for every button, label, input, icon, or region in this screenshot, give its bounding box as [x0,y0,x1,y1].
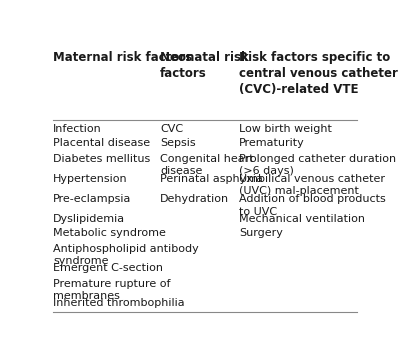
Text: Dyslipidemia: Dyslipidemia [53,214,125,224]
Text: CVC: CVC [160,124,183,133]
Text: Surgery: Surgery [239,228,283,239]
Text: Placental disease: Placental disease [53,138,150,148]
Text: Perinatal asphyxia: Perinatal asphyxia [160,174,263,184]
Text: Low birth weight: Low birth weight [239,124,332,133]
Text: Risk factors specific to
central venous catheter
(CVC)-related VTE: Risk factors specific to central venous … [239,51,398,96]
Text: Metabolic syndrome: Metabolic syndrome [53,228,166,239]
Text: Umbilical venous catheter
(UVC) mal-placement: Umbilical venous catheter (UVC) mal-plac… [239,174,385,196]
Text: Mechanical ventilation: Mechanical ventilation [239,214,365,224]
Text: Infection: Infection [53,124,102,133]
Text: Neonatal risk
factors: Neonatal risk factors [160,51,249,80]
Text: Emergent C-section: Emergent C-section [53,263,163,273]
Text: Prematurity: Prematurity [239,138,305,148]
Text: Antiphospholipid antibody
syndrome: Antiphospholipid antibody syndrome [53,244,199,266]
Text: Sepsis: Sepsis [160,138,196,148]
Text: Congenital heart
disease: Congenital heart disease [160,154,254,176]
Text: Premature rupture of
membranes: Premature rupture of membranes [53,279,170,301]
Text: Inherited thrombophilia: Inherited thrombophilia [53,298,185,308]
Text: Pre-eclampsia: Pre-eclampsia [53,194,132,204]
Text: Prolonged catheter duration
(>6 days): Prolonged catheter duration (>6 days) [239,154,396,176]
Text: Addition of blood products
to UVC: Addition of blood products to UVC [239,194,386,217]
Text: Diabetes mellitus: Diabetes mellitus [53,154,150,164]
Text: Hypertension: Hypertension [53,174,128,184]
Text: Dehydration: Dehydration [160,194,229,204]
Text: Maternal risk factors: Maternal risk factors [53,51,192,64]
